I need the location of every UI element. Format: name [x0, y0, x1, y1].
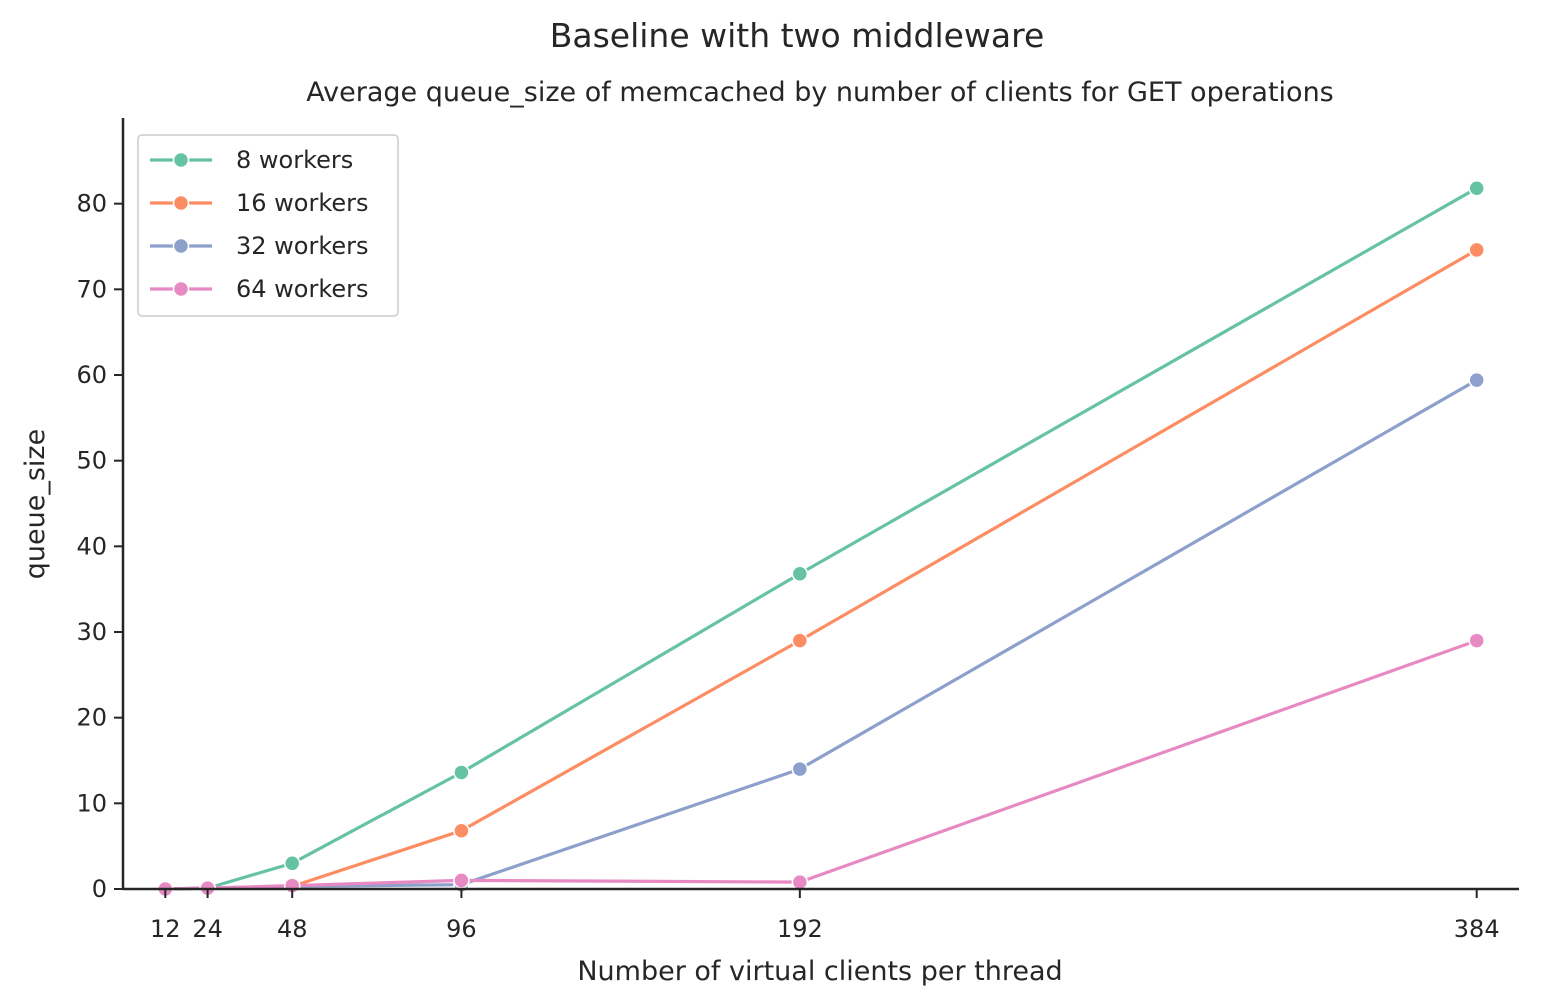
legend-label: 16 workers: [236, 189, 369, 217]
data-point: [791, 760, 809, 778]
y-axis-label: queue_size: [20, 429, 51, 579]
legend: 8 workers 16 workers 32 workers 64 workers: [137, 134, 399, 317]
y-tick-label: 20: [76, 704, 107, 732]
x-tick-label: 192: [777, 915, 823, 943]
x-tick-label: 96: [446, 915, 477, 943]
legend-marker: [172, 151, 190, 169]
data-point: [791, 632, 809, 649]
chart-suptitle: Baseline with two middleware: [550, 16, 1045, 55]
legend-marker: [172, 237, 190, 255]
plot-area: 0 10 20 30 40 50 60 70 80 12 24 48 96 192 384: [76, 118, 1519, 943]
data-point: [1468, 241, 1485, 259]
legend-label: 64 workers: [236, 275, 369, 303]
x-axis-label: Number of virtual clients per thread: [577, 956, 1062, 987]
y-tick-label: 10: [76, 789, 107, 817]
data-point: [283, 855, 301, 872]
y-tick-label: 0: [92, 875, 107, 903]
legend-marker: [172, 194, 190, 212]
x-tick-label: 384: [1454, 915, 1500, 943]
y-tick-label: 60: [76, 361, 107, 389]
series-line: [165, 248, 1478, 891]
x-tick-label: 12: [150, 915, 181, 943]
data-point: [1468, 632, 1485, 649]
x-ticks: 12 24 48 96 192 384: [150, 889, 1500, 943]
data-point: [791, 873, 809, 891]
x-tick-label: 24: [192, 915, 223, 943]
series-line: [165, 378, 1478, 891]
y-tick-label: 50: [76, 447, 107, 475]
data-point: [453, 822, 470, 839]
legend-frame: [137, 134, 399, 317]
data-point: [791, 565, 809, 582]
data-point: [1468, 371, 1485, 389]
y-tick-label: 40: [76, 532, 107, 560]
y-tick-label: 80: [76, 190, 107, 218]
data-point: [1468, 179, 1485, 197]
chart-title: Average queue_size of memcached by numbe…: [306, 77, 1334, 108]
y-tick-label: 30: [76, 618, 107, 646]
x-tick-label: 48: [277, 915, 308, 943]
y-tick-label: 70: [76, 275, 107, 303]
legend-marker: [172, 280, 190, 298]
legend-label: 32 workers: [236, 232, 369, 260]
legend-label: 8 workers: [236, 146, 353, 174]
y-ticks: 0 10 20 30 40 50 60 70 80: [76, 190, 123, 903]
data-point: [453, 872, 470, 889]
data-point: [453, 764, 470, 781]
series-line: [165, 639, 1478, 891]
